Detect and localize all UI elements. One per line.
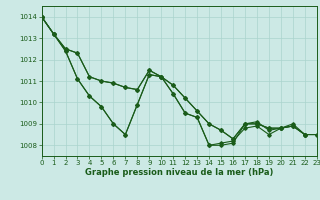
X-axis label: Graphe pression niveau de la mer (hPa): Graphe pression niveau de la mer (hPa) bbox=[85, 168, 273, 177]
